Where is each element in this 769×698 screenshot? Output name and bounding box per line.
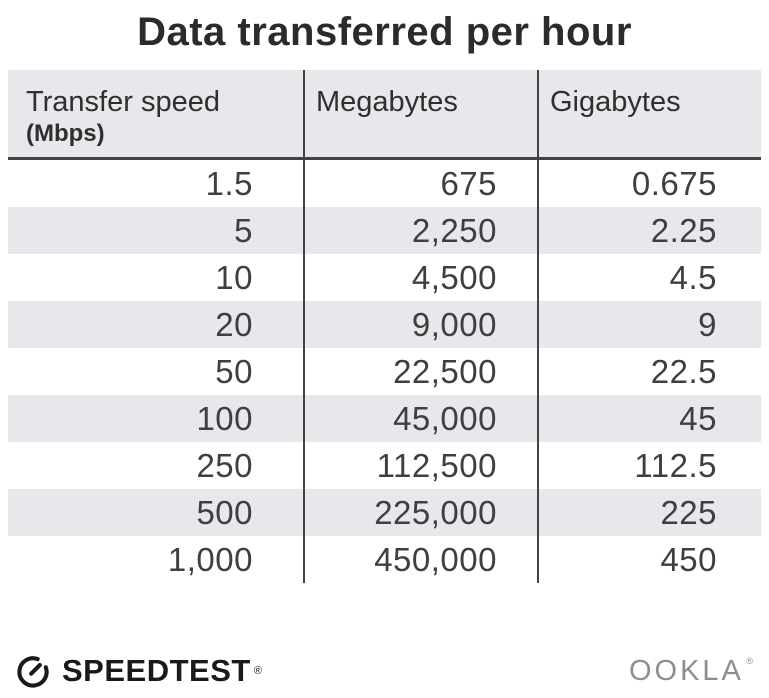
cell-transfer-speed: 100 xyxy=(196,400,253,437)
cell-megabytes: 450,000 xyxy=(303,536,537,583)
cell-megabytes: 45,000 xyxy=(303,395,537,442)
cell-gigabytes: 4.5 xyxy=(537,254,761,301)
speedtest-wordmark: SPEEDTEST xyxy=(62,653,251,688)
column-header-transfer-speed-label: Transfer speed xyxy=(26,86,220,118)
cell-gigabytes: 225 xyxy=(537,489,761,536)
cell-megabytes: 9,000 xyxy=(303,301,537,348)
cell-gigabytes: 112.5 xyxy=(537,442,761,489)
speedtest-registered-mark: ® xyxy=(253,665,262,677)
gauge-icon xyxy=(13,650,53,692)
column-header-gigabytes-label: Gigabytes xyxy=(550,86,681,118)
table-row: 250 112,500 112.5 xyxy=(8,442,761,489)
ookla-wordmark: OOKLA xyxy=(628,655,744,687)
page-title: Data transferred per hour xyxy=(137,10,632,54)
cell-gigabytes: 0.675 xyxy=(537,160,761,207)
cell-transfer-speed: 5 xyxy=(234,212,253,249)
cell-gigabytes: 2.25 xyxy=(537,207,761,254)
column-header-megabytes: Megabytes xyxy=(303,70,537,157)
cell-transfer-speed: 1,000 xyxy=(167,541,253,578)
column-header-transfer-speed: Transfer speed (Mbps) xyxy=(8,70,303,157)
cell-transfer-speed: 10 xyxy=(215,259,253,296)
cell-transfer-speed: 20 xyxy=(215,306,253,343)
table-row: 5 2,250 2.25 xyxy=(8,207,761,254)
cell-megabytes: 225,000 xyxy=(303,489,537,536)
data-table: Transfer speed (Mbps) Megabytes Gigabyte… xyxy=(8,70,761,583)
speedtest-logo: SPEEDTEST ® xyxy=(13,650,262,692)
table-row: 100 45,000 45 xyxy=(8,395,761,442)
column-header-gigabytes: Gigabytes xyxy=(537,70,761,157)
cell-megabytes: 4,500 xyxy=(303,254,537,301)
table-body: 1.5 675 0.675 5 2,250 2.25 10 4,500 4.5 20 9,000 9 5… xyxy=(8,160,761,583)
table-row: 20 9,000 9 xyxy=(8,301,761,348)
cell-gigabytes: 450 xyxy=(537,536,761,583)
cell-transfer-speed: 500 xyxy=(196,494,253,531)
table-row: 1,000 450,000 450 xyxy=(8,536,761,583)
cell-transfer-speed: 1.5 xyxy=(205,165,253,202)
cell-gigabytes: 22.5 xyxy=(537,348,761,395)
column-header-megabytes-label: Megabytes xyxy=(316,86,458,118)
table-row: 1.5 675 0.675 xyxy=(8,160,761,207)
cell-transfer-speed: 250 xyxy=(196,447,253,484)
cell-megabytes: 675 xyxy=(303,160,537,207)
table-header-row: Transfer speed (Mbps) Megabytes Gigabyte… xyxy=(8,70,761,160)
cell-gigabytes: 45 xyxy=(537,395,761,442)
ookla-registered-mark: ® xyxy=(746,656,753,666)
column-header-transfer-speed-unit: (Mbps) xyxy=(26,120,105,147)
cell-megabytes: 112,500 xyxy=(303,442,537,489)
cell-megabytes: 2,250 xyxy=(303,207,537,254)
cell-transfer-speed: 50 xyxy=(215,353,253,390)
ookla-logo: OOKLA ® xyxy=(629,654,753,688)
cell-gigabytes: 9 xyxy=(537,301,761,348)
table-row: 10 4,500 4.5 xyxy=(8,254,761,301)
table-row: 50 22,500 22.5 xyxy=(8,348,761,395)
table-row: 500 225,000 225 xyxy=(8,489,761,536)
cell-megabytes: 22,500 xyxy=(303,348,537,395)
